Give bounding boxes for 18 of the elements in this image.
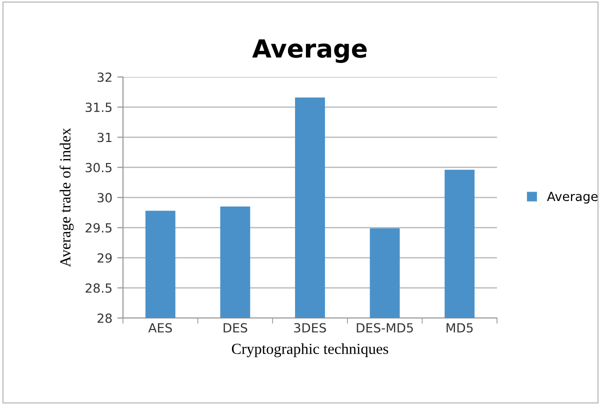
y-tick-label: 32 <box>98 72 112 82</box>
x-tick-label: MD5 <box>446 323 473 333</box>
y-tick-label: 31.5 <box>86 102 112 112</box>
y-tick-label: 28.5 <box>86 283 112 293</box>
x-axis-title: Cryptographic techniques <box>232 343 388 358</box>
y-tick-label: 29.5 <box>86 223 112 233</box>
y-tick-label: 31 <box>98 132 112 142</box>
x-tick-label: AES <box>148 323 172 333</box>
chart-title: Average <box>252 39 367 63</box>
legend-label: Average <box>547 192 598 204</box>
y-axis-title: Average trade of index <box>60 128 74 267</box>
y-tick-label: 28 <box>98 313 112 323</box>
x-tick-label: 3DES <box>294 323 326 333</box>
y-tick-label: 29 <box>98 253 112 263</box>
x-tick-label: DES-MD5 <box>356 323 413 333</box>
x-tick-label: DES <box>224 323 248 333</box>
y-tick-label: 30 <box>98 192 112 202</box>
y-tick-label: 30.5 <box>86 162 112 172</box>
